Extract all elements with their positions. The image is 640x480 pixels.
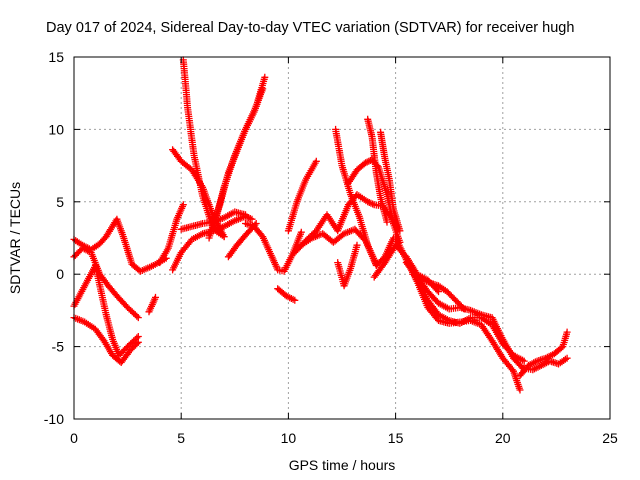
chart-title: Day 017 of 2024, Sidereal Day-to-day VTE… [46,20,574,36]
data-points [70,56,571,394]
y-tick-label: 0 [56,266,64,282]
point-markers [284,157,320,235]
series-track-27 [409,270,468,313]
x-tick-label: 10 [281,430,297,446]
y-axis-label: SDTVAR / TECUs [7,182,23,294]
series-track-16 [284,157,320,235]
x-tick-label: 5 [177,430,185,446]
y-tick-label: -10 [44,411,64,427]
point-markers [377,128,404,235]
point-markers [209,73,269,232]
series-track-20 [332,125,397,269]
point-markers [145,293,159,316]
x-tick-labels: 0 5 10 15 20 25 [70,430,618,446]
point-markers [332,125,397,269]
y-tick-label: 15 [48,49,64,65]
point-markers [334,241,361,290]
series-track-29 [516,328,571,380]
x-tick-label: 25 [602,430,618,446]
series-track-6 [156,201,187,267]
point-markers [413,277,528,365]
series-track-23 [377,128,404,235]
series-track-30 [520,354,571,374]
series-track-19 [334,241,361,290]
y-tick-label: -5 [52,339,65,355]
axis-ticks [73,56,611,420]
point-markers [516,328,571,380]
series-track-28 [413,277,528,365]
y-tick-label: 5 [56,194,64,210]
x-tick-label: 15 [388,430,404,446]
y-tick-label: 10 [48,121,64,137]
series-track-5 [145,293,159,316]
point-markers [409,270,468,313]
x-tick-label: 0 [70,430,78,446]
series-track-14 [242,220,305,275]
series-track-12 [209,73,269,232]
x-axis-label: GPS time / hours [289,457,396,473]
series-track-15 [274,285,299,304]
plot-frame [73,56,611,420]
series-track-22 [364,115,391,226]
x-tick-label: 20 [495,430,511,446]
point-markers [364,115,391,226]
point-markers [274,285,299,304]
point-markers [156,201,187,267]
y-tick-labels: -10 -5 0 5 10 15 [44,49,64,427]
point-markers [520,354,571,374]
point-markers [242,220,305,275]
